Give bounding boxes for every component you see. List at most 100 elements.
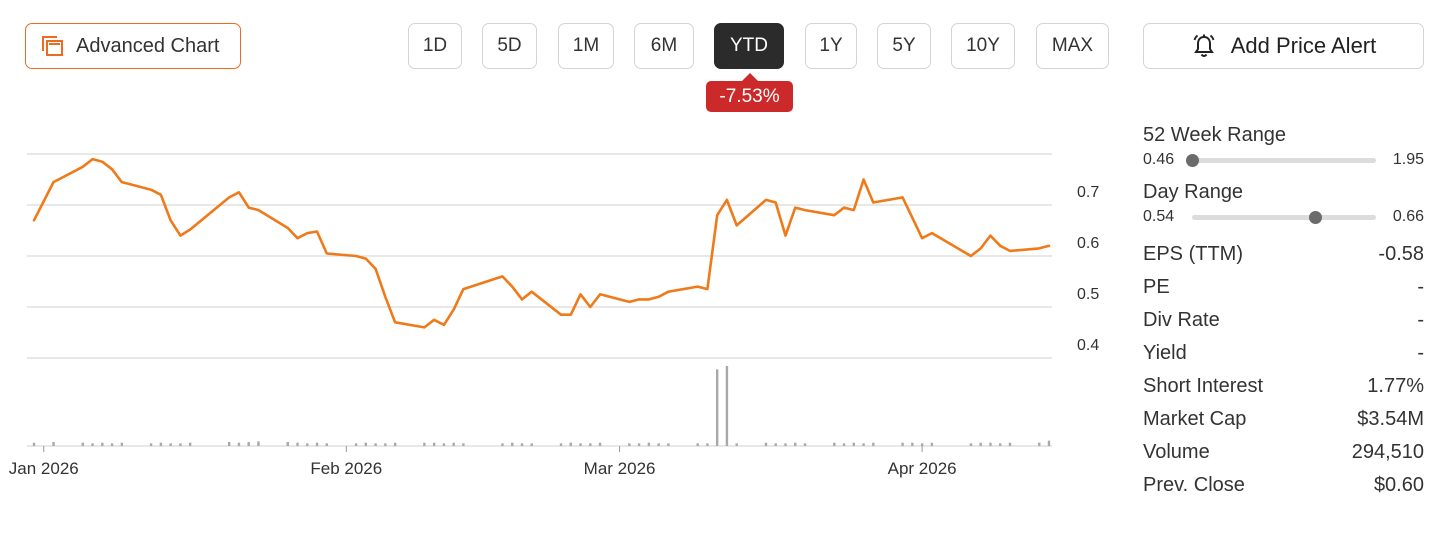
advanced-chart-label: Advanced Chart bbox=[76, 34, 220, 57]
volume-bar bbox=[393, 442, 397, 446]
add-price-alert-label: Add Price Alert bbox=[1230, 33, 1377, 58]
stat-row-prev-close: Prev. Close $0.60 bbox=[1143, 469, 1424, 502]
volume-bar bbox=[237, 442, 241, 446]
x-tick-label: Apr 2026 bbox=[888, 459, 957, 478]
volume-bar bbox=[989, 442, 992, 446]
volume-bar bbox=[501, 443, 504, 446]
x-tick-label: Feb 2026 bbox=[310, 459, 382, 478]
stat-value: - bbox=[1417, 276, 1424, 298]
volume-bar bbox=[101, 442, 104, 446]
range-button-5d[interactable]: 5D bbox=[482, 23, 537, 69]
week52-high: 1.95 bbox=[1392, 151, 1424, 168]
volume-bar bbox=[520, 443, 524, 446]
volume-bar bbox=[833, 442, 836, 446]
day-range-low: 0.54 bbox=[1143, 208, 1175, 225]
volume-bar bbox=[969, 443, 973, 446]
stat-label: EPS (TTM) bbox=[1143, 243, 1243, 265]
day-range-label: Day Range bbox=[1143, 181, 1244, 203]
stat-label: Prev. Close bbox=[1143, 474, 1245, 496]
x-tick-label: Mar 2026 bbox=[584, 459, 656, 478]
volume-bar bbox=[872, 442, 875, 446]
day-range: Day Range 0.54 0.66 bbox=[1143, 181, 1424, 226]
volume-bar bbox=[774, 443, 777, 446]
volume-bar bbox=[364, 442, 368, 446]
volume-bar bbox=[735, 443, 738, 446]
volume-bar bbox=[462, 443, 465, 446]
stat-label: Volume bbox=[1143, 441, 1210, 463]
volume-bar bbox=[920, 443, 924, 446]
volume-bar bbox=[852, 442, 856, 446]
volume-bar bbox=[647, 442, 651, 446]
range-button-10y[interactable]: 10Y bbox=[951, 23, 1015, 69]
volume-bar bbox=[930, 442, 934, 446]
volume-bar bbox=[803, 443, 807, 446]
y-tick-label: 0.4 bbox=[1077, 337, 1099, 354]
range-button-1y[interactable]: 1Y bbox=[805, 23, 857, 69]
volume-bar bbox=[862, 443, 865, 446]
volume-bar bbox=[91, 443, 94, 446]
price-chart: 0.4 0.5 0.6 0.7 Jan 2026 Feb 2026 Mar 2026 Apr … bbox=[9, 153, 1099, 478]
bell-icon bbox=[1193, 34, 1215, 57]
volume-bar bbox=[1008, 442, 1012, 446]
range-button-6m[interactable]: 6M bbox=[634, 23, 694, 69]
volume-bar bbox=[628, 443, 631, 446]
range-button-1d[interactable]: 1D bbox=[408, 23, 462, 69]
range-button-5y[interactable]: 5Y bbox=[877, 23, 931, 69]
volume-bar bbox=[667, 443, 670, 446]
volume-bar bbox=[257, 441, 260, 446]
range-button-ytd[interactable]: YTD bbox=[714, 23, 784, 69]
y-tick-label: 0.6 bbox=[1077, 235, 1099, 252]
range-button-max[interactable]: MAX bbox=[1036, 23, 1109, 69]
stat-row-short-interest: Short Interest 1.77% bbox=[1143, 370, 1424, 403]
stat-value: $0.60 bbox=[1373, 474, 1424, 496]
volume-bar bbox=[911, 442, 914, 446]
volume-bar bbox=[530, 443, 533, 446]
volume-bar bbox=[657, 443, 660, 446]
volume-bar bbox=[81, 442, 84, 446]
volume-bar bbox=[159, 442, 163, 446]
stat-row-volume: Volume 294,510 bbox=[1143, 436, 1424, 469]
range-button-1m[interactable]: 1M bbox=[558, 23, 614, 69]
stat-value: - bbox=[1417, 342, 1424, 364]
advanced-chart-button[interactable]: Advanced Chart bbox=[25, 23, 241, 69]
volume-bar bbox=[1047, 440, 1051, 446]
volume-bar bbox=[442, 443, 446, 446]
volume-bar bbox=[598, 442, 602, 446]
week52-range-label: 52 Week Range bbox=[1143, 124, 1287, 146]
volume-bar bbox=[374, 443, 377, 446]
y-tick-label: 0.5 bbox=[1077, 286, 1099, 303]
volume-bar bbox=[979, 442, 982, 446]
stat-row-div-rate: Div Rate - bbox=[1143, 304, 1424, 337]
volume-bar bbox=[999, 443, 1002, 446]
week52-slider-knob bbox=[1186, 153, 1199, 167]
volume-bar bbox=[696, 443, 699, 446]
volume-bar bbox=[188, 442, 192, 446]
volume-bar bbox=[842, 443, 846, 446]
volume-bar bbox=[384, 443, 387, 446]
volume-bar bbox=[637, 443, 641, 446]
volume-bar bbox=[901, 442, 904, 446]
price-line bbox=[32, 157, 1051, 329]
volume-bar bbox=[432, 442, 436, 446]
volume-bar bbox=[227, 442, 231, 446]
stat-value: -0.58 bbox=[1378, 243, 1424, 265]
volume-bar bbox=[32, 442, 36, 446]
stat-value: 294,510 bbox=[1351, 441, 1424, 463]
volume-bar bbox=[559, 443, 563, 446]
volume-bar bbox=[725, 366, 729, 446]
volume-bar bbox=[169, 443, 172, 446]
stats-panel: 52 Week Range 0.46 1.95 Day Range 0.54 0… bbox=[1143, 124, 1424, 502]
volume-bar bbox=[511, 442, 514, 446]
volume-bar bbox=[296, 442, 299, 446]
volume-bar bbox=[325, 443, 328, 446]
ytd-change-badge: -7.53% bbox=[706, 73, 793, 112]
volume-bar bbox=[354, 443, 358, 446]
add-price-alert-button[interactable]: Add Price Alert bbox=[1143, 23, 1424, 69]
x-tick-label: Jan 2026 bbox=[9, 459, 79, 478]
stat-value: $3.54M bbox=[1357, 408, 1424, 430]
stat-row-yield: Yield - bbox=[1143, 337, 1424, 370]
stat-row-market-cap: Market Cap $3.54M bbox=[1143, 403, 1424, 436]
stat-label: PE bbox=[1143, 276, 1170, 298]
volume-bar bbox=[1038, 442, 1041, 446]
day-range-high: 0.66 bbox=[1392, 208, 1424, 225]
